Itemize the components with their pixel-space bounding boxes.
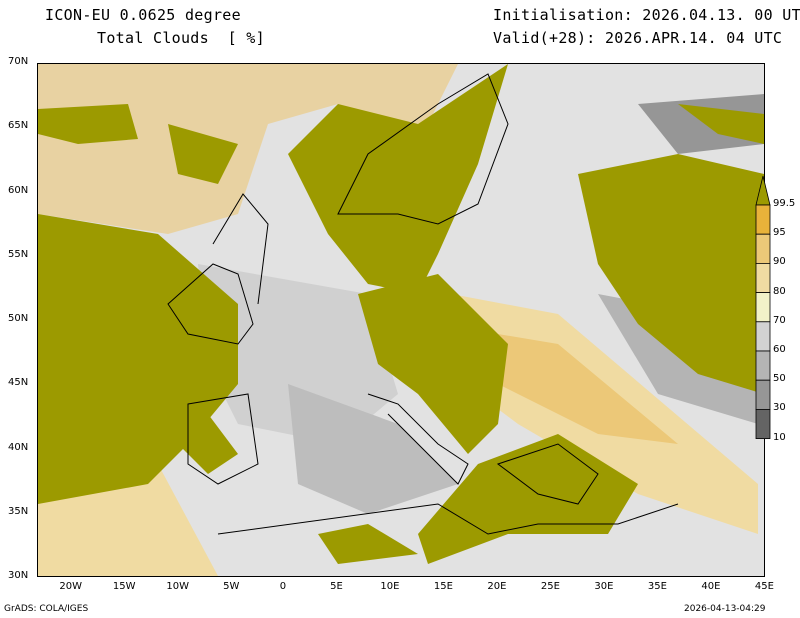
variable-title: Total Clouds [ %] — [97, 29, 265, 47]
colorbar-level-label: 10 — [773, 431, 786, 443]
lat-tick-label: 35N — [8, 505, 29, 517]
lon-tick-label: 20E — [487, 581, 507, 592]
lon-tick-label: 30E — [594, 581, 614, 592]
colorbar — [755, 175, 771, 439]
model-title: ICON-EU 0.0625 degree — [45, 6, 241, 24]
colorbar-level-label: 50 — [773, 373, 786, 385]
lon-tick-label: 10W — [166, 581, 190, 592]
valid-time: Valid(+28): 2026.APR.14. 04 UTC — [493, 29, 783, 47]
footer-credit: GrADS: COLA/IGES — [4, 604, 89, 614]
cloud-field — [38, 64, 764, 576]
colorbar-swatch — [755, 350, 771, 381]
colorbar-level-label: 99.5 — [773, 198, 796, 209]
lon-tick-label: 0 — [279, 581, 287, 592]
lat-tick-label: 55N — [8, 248, 29, 260]
lon-tick-label: 25E — [540, 581, 560, 592]
footer-timestamp: 2026-04-13-04:29 — [684, 604, 766, 614]
initialisation-time: Initialisation: 2026.04.13. 00 UTC — [493, 6, 800, 24]
lon-tick-label: 5E — [330, 581, 343, 592]
colorbar-level-label: 80 — [773, 285, 786, 297]
colorbar-swatch — [755, 233, 771, 264]
colorbar-swatch — [755, 408, 771, 439]
lat-tick-label: 60N — [8, 184, 29, 196]
colorbar-swatch — [755, 204, 771, 235]
colorbar-level-label: 60 — [773, 344, 786, 355]
colorbar-swatch — [755, 321, 771, 352]
cloud-cover-map — [37, 63, 765, 577]
colorbar-swatch — [755, 379, 771, 410]
lat-tick-label: 40N — [8, 441, 29, 453]
lat-tick-label: 50N — [8, 313, 29, 324]
colorbar-level-label: 30 — [773, 402, 786, 414]
lon-tick-label: 35E — [647, 581, 667, 592]
lon-tick-label: 5W — [223, 581, 240, 592]
lon-tick-label: 20W — [59, 581, 83, 592]
colorbar-swatch — [755, 263, 771, 294]
colorbar-level-label: 70 — [773, 314, 786, 326]
lat-tick-label: 70N — [8, 56, 29, 67]
colorbar-overflow-triangle — [755, 175, 771, 206]
lon-tick-label: 10E — [380, 581, 400, 592]
lon-tick-label: 40E — [701, 581, 721, 592]
lon-tick-label: 45E — [754, 581, 774, 592]
colorbar-swatch — [755, 292, 771, 323]
lon-tick-label: 15E — [433, 581, 453, 592]
lat-tick-label: 30N — [8, 570, 29, 581]
lat-tick-label: 45N — [8, 377, 29, 389]
colorbar-level-label: 90 — [773, 256, 786, 268]
lat-tick-label: 65N — [8, 120, 29, 132]
lon-tick-label: 15W — [112, 581, 136, 592]
colorbar-level-label: 95 — [773, 227, 786, 239]
